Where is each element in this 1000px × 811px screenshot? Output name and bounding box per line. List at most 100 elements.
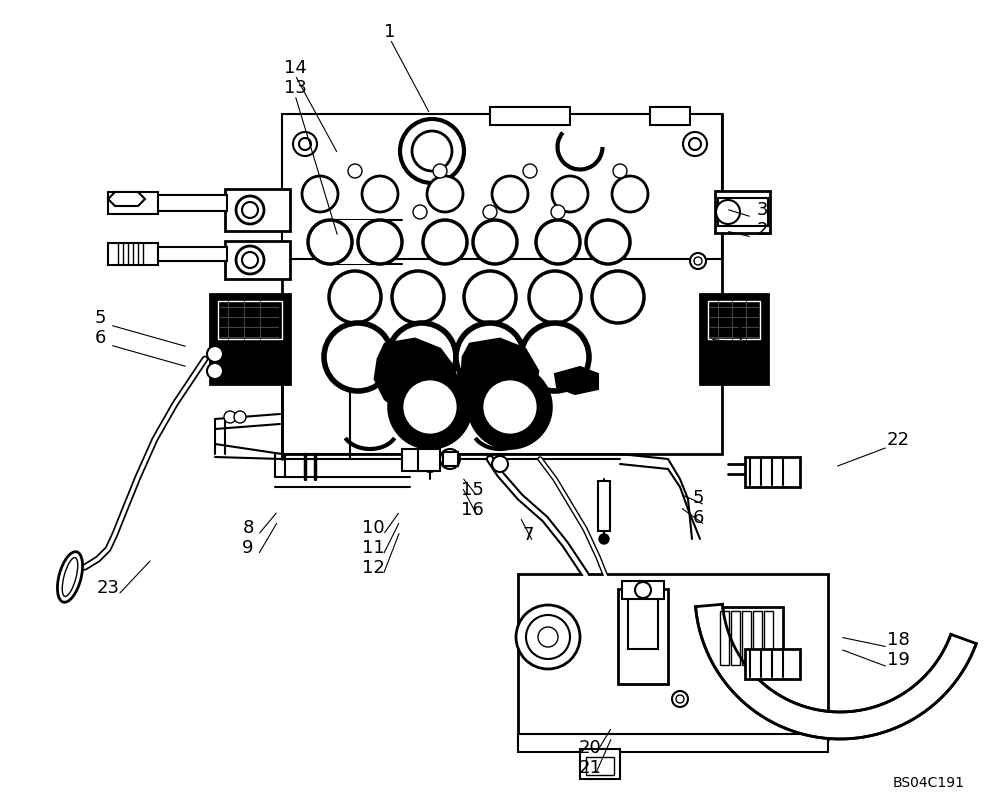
Circle shape (236, 247, 264, 275)
Bar (618, 590, 668, 684)
Bar (518, 734, 828, 752)
Bar (718, 607, 783, 669)
Circle shape (592, 272, 644, 324)
Circle shape (358, 221, 402, 264)
Circle shape (412, 132, 452, 172)
Circle shape (613, 165, 627, 178)
Circle shape (492, 457, 508, 473)
Bar (108, 243, 158, 266)
Circle shape (516, 605, 580, 669)
Text: 3: 3 (756, 201, 768, 219)
Circle shape (456, 324, 524, 392)
Text: 6: 6 (692, 508, 704, 526)
Bar (580, 749, 620, 779)
Bar (745, 457, 800, 487)
Bar (402, 449, 424, 471)
Bar (720, 611, 729, 665)
Circle shape (236, 197, 264, 225)
Text: 18: 18 (887, 630, 909, 648)
Bar (443, 453, 458, 466)
Circle shape (324, 324, 392, 392)
Circle shape (526, 616, 570, 659)
Ellipse shape (62, 558, 78, 597)
Circle shape (308, 221, 352, 264)
Bar (753, 611, 762, 665)
Circle shape (586, 221, 630, 264)
Circle shape (635, 582, 651, 599)
Circle shape (392, 272, 444, 324)
Circle shape (348, 165, 362, 178)
Bar (742, 611, 751, 665)
Text: 21: 21 (579, 758, 601, 776)
Circle shape (440, 449, 460, 470)
Text: 1: 1 (384, 23, 396, 41)
Bar (628, 597, 658, 649)
Circle shape (400, 120, 464, 184)
Circle shape (293, 133, 317, 157)
Circle shape (683, 133, 707, 157)
Polygon shape (696, 604, 976, 739)
Polygon shape (555, 367, 598, 394)
Circle shape (422, 457, 438, 473)
Bar (622, 581, 664, 599)
Circle shape (551, 206, 565, 220)
Circle shape (242, 203, 258, 219)
Bar (490, 108, 570, 126)
Bar (282, 115, 722, 260)
Circle shape (716, 201, 740, 225)
Text: 6: 6 (94, 328, 106, 346)
Text: 20: 20 (579, 738, 601, 756)
Circle shape (423, 221, 467, 264)
Polygon shape (375, 340, 455, 414)
Bar (745, 649, 800, 679)
Bar (225, 242, 290, 280)
Bar (155, 247, 227, 262)
Circle shape (492, 177, 528, 212)
Circle shape (538, 627, 558, 647)
Circle shape (672, 691, 688, 707)
Circle shape (329, 272, 381, 324)
Circle shape (473, 221, 517, 264)
Circle shape (464, 272, 516, 324)
Circle shape (413, 206, 427, 220)
Circle shape (690, 254, 706, 270)
Circle shape (242, 253, 258, 268)
Text: 8: 8 (242, 518, 254, 536)
Circle shape (299, 139, 311, 151)
Polygon shape (462, 340, 538, 414)
Circle shape (207, 346, 223, 363)
Bar (708, 302, 760, 340)
Circle shape (694, 258, 702, 266)
Bar (108, 193, 158, 215)
Bar (598, 482, 610, 531)
Bar (586, 757, 614, 775)
Polygon shape (108, 193, 145, 207)
Circle shape (523, 165, 537, 178)
Text: 16: 16 (461, 500, 483, 518)
Circle shape (482, 380, 538, 436)
Bar (718, 199, 768, 227)
Text: 13: 13 (284, 79, 306, 97)
Text: 7: 7 (522, 526, 534, 543)
Text: BS04C191: BS04C191 (893, 775, 965, 789)
Circle shape (470, 367, 550, 448)
Text: 2: 2 (756, 221, 768, 238)
Circle shape (390, 367, 470, 448)
Circle shape (433, 165, 447, 178)
Bar (700, 294, 768, 384)
Bar (210, 294, 290, 384)
Circle shape (427, 177, 463, 212)
Bar (650, 108, 690, 126)
Bar (518, 574, 828, 739)
Text: 14: 14 (284, 59, 306, 77)
Circle shape (552, 177, 588, 212)
Circle shape (612, 177, 648, 212)
Text: 12: 12 (362, 558, 384, 577)
Circle shape (402, 380, 458, 436)
Bar (218, 302, 282, 340)
Bar (731, 611, 740, 665)
Text: 4: 4 (732, 325, 744, 344)
Circle shape (536, 221, 580, 264)
Circle shape (207, 363, 223, 380)
Text: 11: 11 (362, 539, 384, 556)
